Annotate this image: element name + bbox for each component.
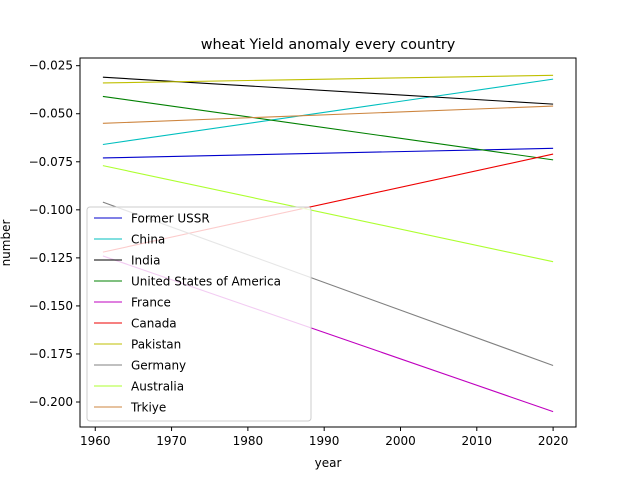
legend-entry: Canada [131,317,177,331]
series-line-1 [102,147,554,159]
y-tick-label: −0.150 [29,299,73,313]
y-axis-label: number [0,220,13,267]
y-tick-label: −0.025 [29,59,73,73]
y-tick-label: −0.200 [29,395,73,409]
legend-entry: United States of America [131,275,281,289]
legend-entry: Germany [131,359,186,373]
legend-entry: France [131,296,171,310]
legend-entry: India [131,254,160,268]
x-tick-label: 1990 [309,434,340,448]
series-line-2 [102,78,554,146]
x-tick-label: 1960 [80,434,111,448]
y-axis: −0.025 −0.050 −0.075 −0.100 −0.125 −0.150 −0.1… [29,59,80,409]
series-line-3 [102,76,554,105]
y-tick-label: −0.050 [29,107,73,121]
legend: Former USSR China India United States of Am… [86,206,312,422]
x-tick-label: 1970 [156,434,187,448]
series-line-10 [102,105,554,124]
y-tick-label: −0.175 [29,347,73,361]
x-tick-label: 1980 [233,434,264,448]
x-axis: 1960 1970 1980 1990 2000 2010 2020 [80,427,568,448]
legend-entry: Australia [131,380,184,394]
legend-entry: Pakistan [131,338,181,352]
legend-entry: China [131,233,165,247]
legend-box [86,206,312,422]
legend-entry: Former USSR [131,212,210,226]
plot-frame [79,57,577,428]
y-tick-label: −0.075 [29,155,73,169]
chart-title: wheat Yield anomaly every country [201,37,456,53]
x-tick-label: 2010 [462,434,493,448]
y-tick-label: −0.100 [29,203,73,217]
legend-entry: Trkiye [130,401,166,415]
x-tick-label: 2020 [538,434,569,448]
x-axis-label: year [315,456,342,470]
series-line-9 [102,165,554,263]
series-line-7 [102,74,554,84]
y-tick-label: −0.125 [29,251,73,265]
x-tick-label: 2000 [385,434,416,448]
series-line-4 [102,95,554,161]
